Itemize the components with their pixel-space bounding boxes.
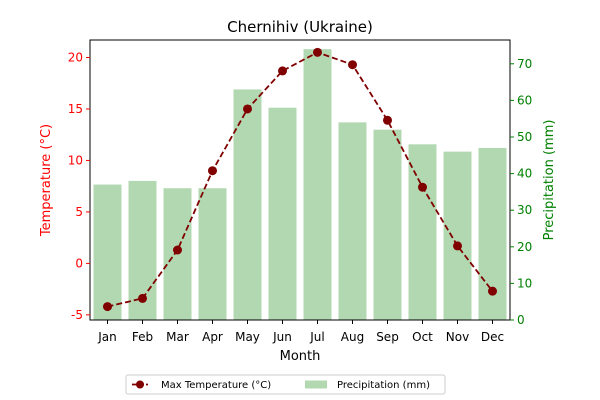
temp-point-jun bbox=[278, 66, 287, 76]
legend-marker-swatch bbox=[136, 380, 144, 389]
precip-bar-jan bbox=[93, 184, 122, 320]
line-group bbox=[103, 47, 497, 312]
right-tick-label: 20 bbox=[517, 240, 532, 254]
precip-bar-jun bbox=[268, 107, 297, 320]
precip-bar-sep bbox=[373, 129, 402, 320]
right-tick-label: 70 bbox=[517, 57, 532, 71]
legend: Max Temperature (°C) Precipitation (mm) bbox=[125, 374, 446, 395]
left-tick-label: 20 bbox=[68, 51, 83, 65]
right-tick-label: 40 bbox=[517, 167, 532, 181]
x-tick-label-jan: Jan bbox=[97, 330, 117, 344]
temp-point-apr bbox=[208, 166, 217, 176]
x-tick-label-nov: Nov bbox=[446, 330, 469, 344]
right-tick-label: 0 bbox=[517, 313, 525, 327]
temp-line bbox=[107, 51, 494, 308]
x-tick-label-jun: Jun bbox=[272, 330, 292, 344]
temp-point-may bbox=[243, 104, 252, 114]
x-tick-label-jul: Jul bbox=[309, 330, 324, 344]
left-tick-label: -5 bbox=[71, 308, 83, 322]
precip-bar-oct bbox=[408, 144, 437, 320]
precip-bar-nov bbox=[443, 151, 472, 320]
temp-point-oct bbox=[418, 182, 427, 192]
right-tick-label: 60 bbox=[517, 93, 532, 107]
left-tick-label: 15 bbox=[68, 102, 83, 116]
precip-bar-jul bbox=[303, 49, 332, 320]
precip-bar-aug bbox=[338, 122, 367, 321]
left-axis-title: Temperature (°C) bbox=[39, 124, 54, 237]
x-tick-label-apr: Apr bbox=[202, 330, 223, 344]
axes-group: -5 0 5 10 15 20 0 10 20 30 40 50 60 70 Jan Feb Mar Apr May… bbox=[68, 39, 532, 344]
precip-bar-may bbox=[233, 89, 262, 320]
right-tick-label: 50 bbox=[517, 130, 532, 144]
right-tick-label: 30 bbox=[517, 203, 532, 217]
right-tick-label: 10 bbox=[517, 276, 532, 290]
temp-point-nov bbox=[453, 241, 462, 251]
temp-point-aug bbox=[348, 60, 357, 70]
x-tick-label-feb: Feb bbox=[132, 330, 153, 344]
left-tick-label: 0 bbox=[75, 256, 83, 270]
chart-title: Chernihiv (Ukraine) bbox=[227, 18, 373, 36]
legend-label-precipitation: Precipitation (mm) bbox=[337, 380, 430, 391]
precip-bar-apr bbox=[198, 188, 227, 320]
x-axis-title: Month bbox=[280, 349, 321, 364]
x-tick-label-may: May bbox=[235, 330, 260, 344]
x-tick-label-oct: Oct bbox=[412, 330, 433, 344]
temp-point-sep bbox=[383, 115, 392, 125]
temp-point-dec bbox=[488, 286, 497, 296]
x-tick-label-dec: Dec bbox=[481, 330, 504, 344]
x-tick-label-sep: Sep bbox=[376, 330, 399, 344]
legend-label-temperature: Max Temperature (°C) bbox=[161, 380, 271, 391]
plot-frame bbox=[89, 39, 511, 321]
bars-group bbox=[93, 49, 507, 321]
x-tick-label-aug: Aug bbox=[341, 330, 364, 344]
left-tick-label: 5 bbox=[75, 205, 83, 219]
temp-point-mar bbox=[173, 245, 182, 255]
legend-box bbox=[125, 374, 446, 395]
right-axis-title: Precipitation (mm) bbox=[542, 120, 557, 241]
temp-point-jan bbox=[103, 302, 112, 312]
x-tick-label-mar: Mar bbox=[166, 330, 189, 344]
left-tick-label: 10 bbox=[68, 153, 83, 167]
legend-bar-swatch bbox=[305, 380, 327, 389]
temp-point-feb bbox=[138, 293, 147, 303]
temp-point-jul bbox=[313, 47, 322, 57]
